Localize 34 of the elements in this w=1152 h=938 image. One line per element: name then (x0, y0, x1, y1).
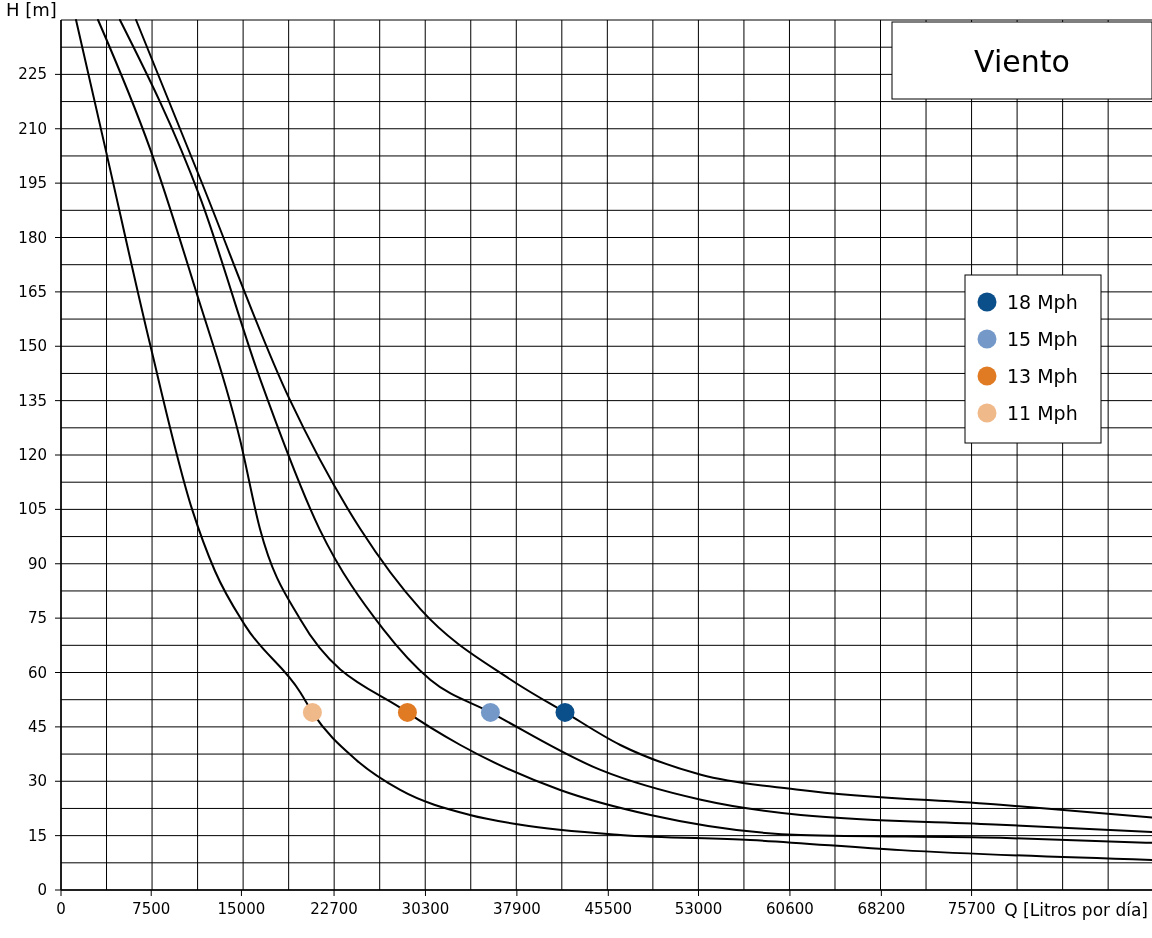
y-tick-label: 195 (18, 174, 47, 193)
x-tick-label: 37900 (493, 900, 541, 918)
y-tick-label: 0 (37, 881, 47, 899)
y-tick-label: 225 (18, 65, 47, 84)
x-tick-label: 7500 (132, 900, 171, 918)
x-tick-label: 15000 (217, 900, 266, 918)
y-tick-label: 210 (18, 119, 47, 138)
y-tick-label: 135 (18, 391, 47, 410)
y-tick-label: 60 (27, 663, 47, 682)
x-tick-label: 53000 (674, 900, 723, 918)
y-tick-label: 150 (18, 337, 47, 356)
x-tick-label: 60600 (766, 900, 814, 918)
x-tick-label: 30300 (401, 900, 450, 918)
x-tick-label: 45500 (584, 900, 633, 918)
x-tick-label: 68200 (857, 900, 906, 918)
text: Viento (974, 44, 1070, 79)
legend-label: 18 Mph (1007, 291, 1078, 313)
x-tick-label: 75700 (947, 900, 996, 918)
legend-label: 11 Mph (1007, 402, 1078, 424)
y-tick-label: 120 (18, 446, 47, 464)
y-tick-label: 75 (27, 609, 47, 628)
y-tick-label: 105 (18, 500, 47, 519)
y-axis-title: H [m] (6, 0, 57, 20)
y-tick-label: 180 (18, 228, 47, 247)
y-tick-label: 165 (18, 282, 47, 301)
x-tick-label: 22700 (310, 900, 358, 918)
y-tick-label: 45 (27, 717, 47, 736)
x-axis-title: Q [Litros por día] (1004, 900, 1148, 920)
legend-label: 13 Mph (1007, 365, 1078, 387)
x-tick-label: 0 (56, 900, 66, 918)
legend-label: 15 Mph (1007, 328, 1078, 350)
y-tick-label: 90 (27, 554, 47, 573)
y-tick-label: 15 (27, 826, 47, 845)
y-tick-label: 30 (27, 772, 47, 791)
